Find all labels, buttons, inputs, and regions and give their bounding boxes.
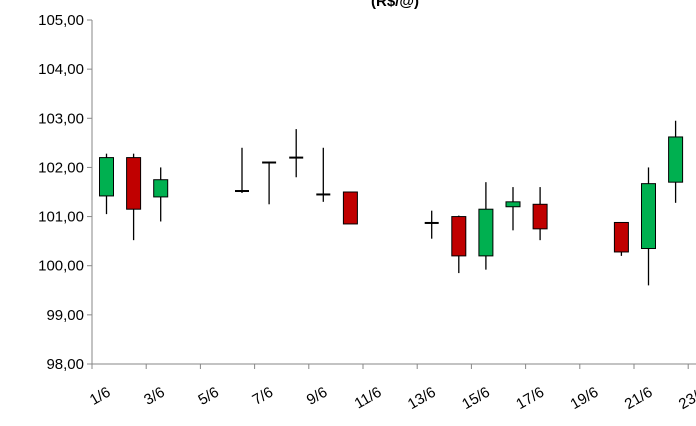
candle — [642, 167, 656, 285]
candle — [235, 148, 249, 193]
candle — [506, 187, 520, 230]
x-tick-label: 19/6 — [568, 384, 602, 413]
x-axis: 1/6 3/6 5/6 7/6 9/6 11/6 13/6 15/6 17/6 19/6 21/6 2… — [87, 364, 696, 413]
y-tick-label: 103,00 — [38, 110, 84, 127]
candles-group — [100, 121, 696, 286]
x-tick-label: 17/6 — [513, 384, 547, 413]
candle-body — [533, 204, 547, 229]
x-tick-label: 3/6 — [141, 384, 168, 409]
candle — [154, 167, 168, 221]
candle-body — [100, 158, 114, 196]
y-axis: 98,00 99,00 100,00 101,00 102,00 103,00 104,00… — [38, 12, 92, 373]
candle-body — [452, 217, 466, 256]
candle — [262, 162, 276, 205]
candle — [533, 187, 547, 240]
y-tick-label: 105,00 — [38, 12, 84, 29]
candle-body — [127, 158, 141, 210]
x-tick-label: 11/6 — [352, 384, 385, 413]
y-tick-label: 102,00 — [38, 159, 84, 176]
candle — [452, 216, 466, 273]
x-tick-label: 23/6 — [676, 384, 696, 413]
candle-body — [343, 192, 357, 224]
x-tick-label: 13/6 — [405, 384, 439, 413]
candle-body — [669, 137, 683, 182]
candle — [127, 154, 141, 240]
candle-body — [154, 180, 168, 197]
x-tick-label: 1/6 — [87, 384, 114, 409]
chart-title: (R$/@) — [371, 0, 419, 10]
y-tick-label: 104,00 — [38, 61, 84, 78]
y-tick-label: 98,00 — [46, 356, 84, 373]
candle — [425, 211, 439, 239]
x-tick-label: 9/6 — [304, 384, 331, 409]
candle — [289, 129, 303, 177]
x-tick-label: 21/6 — [622, 384, 656, 413]
candle — [479, 182, 493, 269]
candle-body — [506, 202, 520, 207]
candle-body — [614, 222, 628, 251]
candle — [669, 121, 683, 203]
candle-body — [642, 184, 656, 249]
x-tick-label: 7/6 — [250, 384, 277, 409]
y-tick-label: 99,00 — [46, 307, 84, 324]
x-tick-label: 15/6 — [459, 384, 493, 413]
candle — [343, 192, 357, 224]
y-tick-label: 100,00 — [38, 258, 84, 275]
candle — [100, 154, 114, 214]
candle — [316, 148, 330, 202]
y-tick-label: 101,00 — [38, 209, 84, 226]
candle-body — [479, 209, 493, 256]
x-tick-label: 5/6 — [195, 384, 222, 409]
candle — [614, 222, 628, 255]
